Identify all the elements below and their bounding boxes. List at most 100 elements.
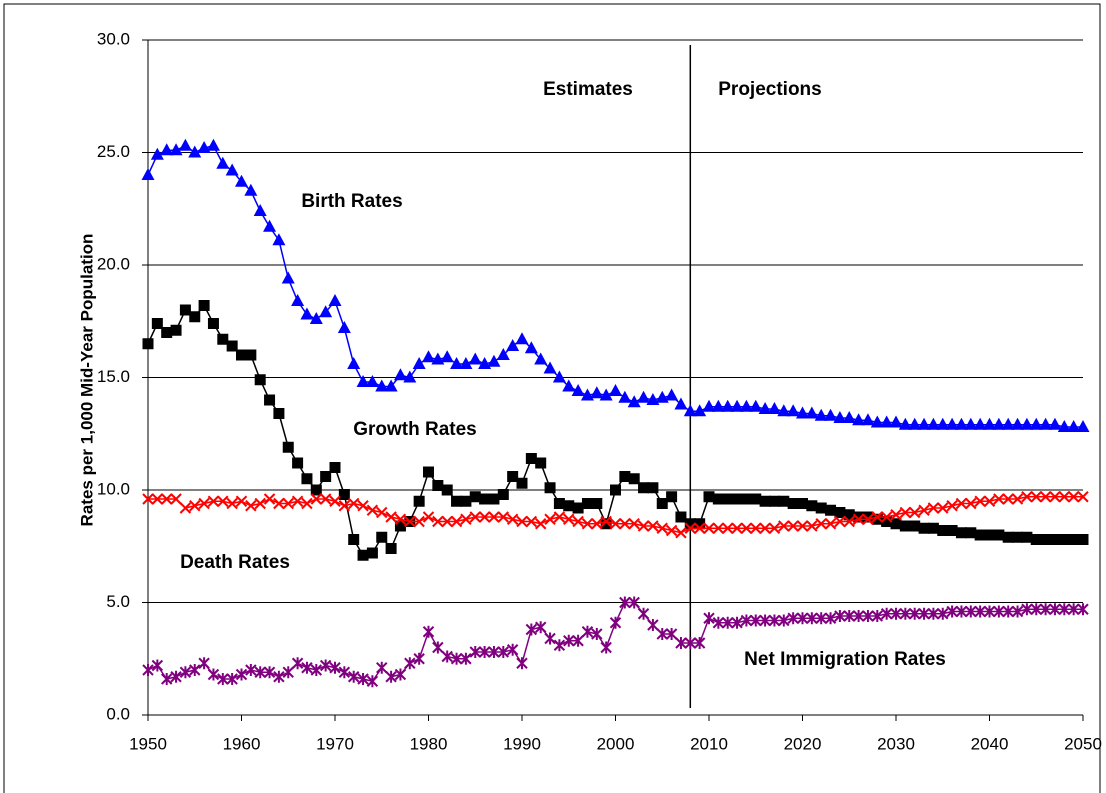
data-point bbox=[1067, 603, 1080, 616]
data-point bbox=[281, 271, 295, 284]
data-point bbox=[712, 616, 725, 629]
data-point bbox=[357, 549, 369, 561]
data-point bbox=[347, 497, 360, 510]
data-point bbox=[235, 174, 248, 187]
data-point bbox=[619, 518, 631, 530]
data-point bbox=[1021, 603, 1033, 616]
data-point bbox=[422, 350, 435, 363]
data-point bbox=[703, 612, 715, 625]
data-point bbox=[730, 399, 744, 412]
data-point bbox=[627, 395, 641, 408]
data-point bbox=[357, 673, 369, 685]
data-point bbox=[329, 661, 341, 674]
data-point bbox=[300, 307, 314, 320]
data-point bbox=[217, 333, 229, 345]
data-point bbox=[870, 415, 884, 428]
data-point bbox=[1058, 491, 1071, 503]
data-point bbox=[918, 607, 930, 620]
data-point bbox=[273, 670, 285, 683]
data-point bbox=[684, 522, 697, 534]
data-point bbox=[843, 509, 855, 521]
data-point bbox=[235, 495, 248, 507]
data-point bbox=[328, 294, 342, 306]
data-point bbox=[226, 497, 238, 510]
data-point bbox=[825, 504, 837, 516]
data-point bbox=[357, 500, 369, 512]
data-point bbox=[347, 670, 360, 683]
x-tick-label: 2030 bbox=[877, 734, 915, 753]
data-point bbox=[591, 628, 603, 640]
data-point bbox=[525, 623, 538, 636]
data-point bbox=[197, 141, 211, 153]
data-point bbox=[376, 531, 388, 543]
data-point bbox=[1048, 417, 1062, 430]
data-point bbox=[927, 607, 940, 620]
data-point bbox=[469, 646, 481, 658]
data-point bbox=[422, 625, 435, 638]
data-point bbox=[852, 413, 866, 426]
y-tick-label: 30.0 bbox=[97, 29, 130, 48]
data-point bbox=[178, 138, 192, 151]
x-tick-label: 1970 bbox=[316, 734, 354, 753]
data-point bbox=[974, 495, 986, 507]
data-point bbox=[712, 493, 724, 505]
data-point bbox=[1068, 534, 1080, 545]
data-point bbox=[1002, 605, 1014, 618]
data-point bbox=[767, 402, 781, 414]
data-point bbox=[890, 509, 902, 521]
data-point bbox=[535, 457, 547, 469]
data-point bbox=[852, 513, 865, 525]
data-point bbox=[926, 417, 940, 430]
data-point bbox=[842, 411, 856, 423]
data-point bbox=[1077, 603, 1089, 616]
data-point bbox=[254, 497, 266, 510]
data-point bbox=[778, 520, 790, 532]
data-point bbox=[254, 374, 266, 386]
data-point bbox=[487, 354, 501, 367]
data-point bbox=[693, 637, 706, 649]
data-point bbox=[338, 489, 350, 500]
data-point bbox=[834, 515, 846, 528]
data-point bbox=[637, 520, 650, 532]
data-point bbox=[787, 612, 799, 625]
data-point bbox=[572, 502, 584, 514]
data-point bbox=[291, 495, 304, 507]
data-point bbox=[1049, 534, 1061, 545]
data-point bbox=[768, 614, 781, 627]
data-point bbox=[862, 513, 874, 525]
data-point bbox=[478, 646, 491, 658]
data-point bbox=[777, 404, 791, 417]
data-point bbox=[796, 520, 809, 532]
chart-frame bbox=[3, 3, 1101, 793]
data-point bbox=[572, 634, 584, 647]
data-point bbox=[806, 612, 818, 625]
data-point bbox=[440, 350, 454, 363]
data-point bbox=[954, 417, 968, 430]
data-point bbox=[787, 520, 799, 532]
data-point bbox=[404, 515, 416, 528]
data-point bbox=[515, 332, 529, 345]
data-point bbox=[927, 502, 940, 514]
data-point bbox=[984, 529, 995, 541]
data-point bbox=[600, 641, 612, 654]
data-point bbox=[506, 513, 519, 525]
data-point bbox=[245, 349, 257, 361]
data-point bbox=[665, 524, 678, 537]
data-point bbox=[226, 673, 238, 685]
data-point bbox=[469, 511, 481, 523]
data-point bbox=[721, 522, 734, 534]
data-point bbox=[412, 357, 426, 369]
data-point bbox=[787, 498, 799, 509]
data-point bbox=[571, 384, 585, 396]
data-point bbox=[431, 352, 445, 365]
data-point bbox=[338, 500, 351, 512]
data-point bbox=[806, 520, 818, 532]
y-tick-label: 5.0 bbox=[106, 592, 130, 611]
x-tick-label: 2020 bbox=[784, 734, 822, 753]
series-label: Net Immigration Rates bbox=[744, 649, 946, 670]
data-point bbox=[1020, 417, 1034, 430]
data-point bbox=[244, 183, 258, 196]
data-point bbox=[150, 147, 164, 160]
data-point bbox=[375, 379, 389, 392]
data-point bbox=[217, 673, 229, 685]
